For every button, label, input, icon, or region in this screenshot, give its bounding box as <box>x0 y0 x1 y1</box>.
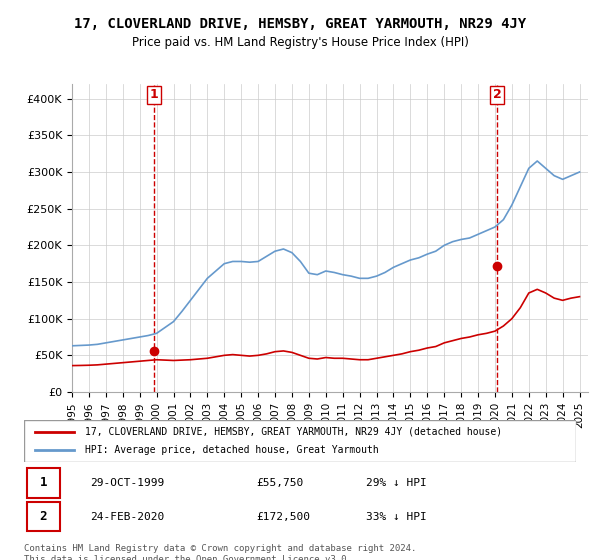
FancyBboxPatch shape <box>27 468 60 498</box>
Text: £172,500: £172,500 <box>256 512 310 521</box>
Text: 33% ↓ HPI: 33% ↓ HPI <box>366 512 427 521</box>
Text: Price paid vs. HM Land Registry's House Price Index (HPI): Price paid vs. HM Land Registry's House … <box>131 36 469 49</box>
Text: 29-OCT-1999: 29-OCT-1999 <box>90 478 164 488</box>
Text: 17, CLOVERLAND DRIVE, HEMSBY, GREAT YARMOUTH, NR29 4JY (detached house): 17, CLOVERLAND DRIVE, HEMSBY, GREAT YARM… <box>85 427 502 437</box>
Text: 29% ↓ HPI: 29% ↓ HPI <box>366 478 427 488</box>
FancyBboxPatch shape <box>27 502 60 531</box>
Text: 17, CLOVERLAND DRIVE, HEMSBY, GREAT YARMOUTH, NR29 4JY: 17, CLOVERLAND DRIVE, HEMSBY, GREAT YARM… <box>74 17 526 31</box>
Text: 2: 2 <box>40 510 47 523</box>
FancyBboxPatch shape <box>24 420 576 462</box>
Text: 1: 1 <box>40 477 47 489</box>
Text: Contains HM Land Registry data © Crown copyright and database right 2024.
This d: Contains HM Land Registry data © Crown c… <box>24 544 416 560</box>
Text: 24-FEB-2020: 24-FEB-2020 <box>90 512 164 521</box>
Text: 2: 2 <box>493 88 502 101</box>
Text: £55,750: £55,750 <box>256 478 303 488</box>
Text: 1: 1 <box>149 88 158 101</box>
Text: HPI: Average price, detached house, Great Yarmouth: HPI: Average price, detached house, Grea… <box>85 445 379 455</box>
